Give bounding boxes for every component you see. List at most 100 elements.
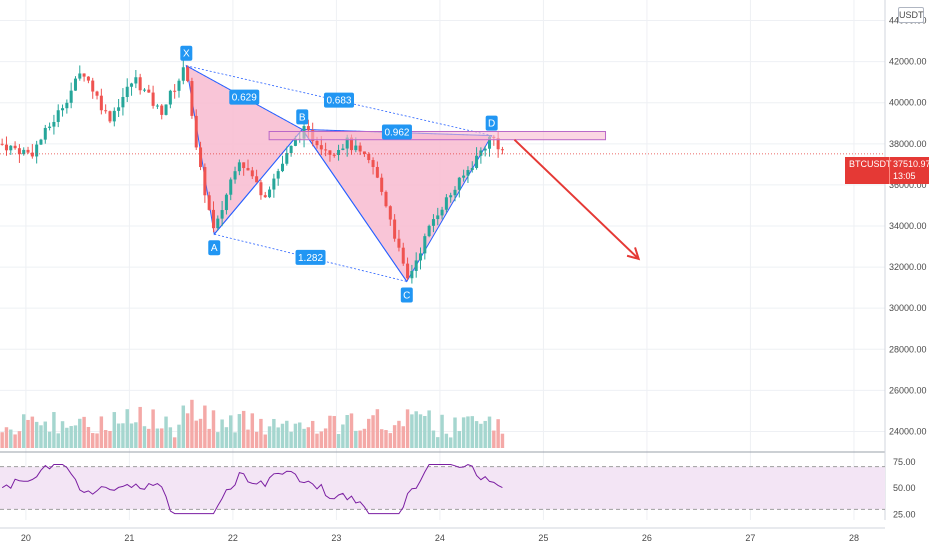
candle-body (35, 144, 39, 157)
volume-bar (56, 433, 60, 448)
ratio-label: 0.962 (384, 128, 409, 139)
volume-bar (427, 410, 431, 448)
volume-bar (13, 434, 17, 448)
candle-body (99, 95, 103, 111)
candle-body (414, 260, 418, 271)
candle-body (151, 92, 155, 106)
candle-body (142, 89, 146, 91)
volume-bar (466, 416, 470, 448)
candle-body (384, 191, 388, 207)
candle-body (160, 105, 164, 115)
candle-body (367, 153, 371, 161)
time-tick-label: 27 (745, 533, 755, 543)
overlay-layer[interactable]: X A B C D 0.629 0.683 0.962 1.282 (0, 45, 885, 303)
harmonic-pattern[interactable] (185, 64, 493, 283)
volume-bar (198, 418, 203, 448)
price-tick-label: 38000.00 (889, 139, 927, 149)
candle-body (306, 126, 310, 131)
candle-body (147, 89, 151, 93)
candle-body (181, 67, 185, 81)
volume-bar (241, 410, 246, 448)
volume-bar (43, 421, 48, 448)
candle-body (259, 182, 263, 196)
volume-bar (108, 430, 112, 448)
bar-countdown: 13:05 (893, 171, 916, 181)
candle-body (177, 80, 181, 91)
volume-bar (483, 420, 487, 448)
rsi-tick-label: 50.00 (893, 483, 916, 493)
pattern-point-badge (180, 45, 193, 61)
volume-bar (91, 433, 95, 448)
volume-bar (147, 428, 151, 448)
candle-body (475, 155, 479, 168)
grid-layer (0, 0, 886, 529)
volume-layer (0, 399, 505, 448)
price-tag-divider (889, 157, 890, 184)
pattern-point-label: C (403, 290, 410, 301)
volume-bar (82, 416, 86, 448)
volume-bar (73, 425, 78, 448)
candle-body (289, 145, 293, 154)
volume-bar (142, 426, 147, 448)
candle-body (263, 195, 267, 198)
currency-selector[interactable]: USDT (898, 7, 924, 23)
volume-bar (362, 428, 367, 448)
candle-body (104, 110, 108, 112)
price-tick-label: 24000.00 (889, 426, 927, 436)
volume-bar (453, 417, 457, 448)
candle-body (164, 104, 168, 115)
pattern-point-label: D (488, 119, 495, 130)
volume-bar (405, 409, 410, 448)
candle-body (354, 145, 358, 151)
volume-bar (39, 425, 43, 448)
candle-body (285, 153, 289, 164)
volume-bar (259, 418, 263, 448)
volume-bar (272, 418, 276, 448)
candle-body (39, 139, 43, 145)
candle-body (168, 90, 172, 105)
last-price: 37510.97 (893, 159, 931, 169)
volume-bar (112, 412, 117, 448)
candle-body (95, 91, 99, 96)
candle-body (65, 102, 69, 109)
candle-body (91, 80, 95, 92)
candle-body (444, 197, 448, 210)
candle-body (108, 111, 112, 122)
candle-body (73, 78, 77, 91)
candle-body (125, 86, 129, 97)
candle-body (4, 144, 8, 151)
candle-body (229, 179, 233, 195)
candle-body (255, 176, 259, 183)
candle-body (26, 149, 30, 153)
candle-body (242, 162, 246, 169)
volume-bar (30, 416, 35, 448)
volume-bar (397, 420, 401, 448)
volume-bar (336, 434, 341, 448)
candle-body (453, 189, 457, 196)
volume-bar (216, 432, 220, 448)
candle-body (276, 171, 280, 179)
axes-layer: 44000.0042000.0040000.0038000.0036000.00… (21, 16, 927, 543)
volume-bar (392, 425, 397, 448)
candle-body (470, 167, 474, 171)
rsi-pane (0, 464, 885, 515)
volume-bar (99, 416, 104, 448)
candle-body (324, 149, 328, 151)
candle-body (13, 145, 17, 149)
volume-bar (17, 431, 22, 448)
time-tick-label: 23 (331, 533, 341, 543)
volume-bar (444, 433, 449, 448)
candle-body (280, 163, 285, 172)
candle-body (436, 215, 440, 220)
volume-bar (470, 416, 474, 448)
time-tick-label: 21 (124, 533, 134, 543)
rsi-tick-label: 25.00 (893, 510, 916, 520)
volume-bar (267, 426, 272, 448)
candle-body (345, 137, 349, 149)
volume-bar (315, 433, 319, 448)
candle-body (423, 236, 427, 254)
candle-body (496, 138, 500, 150)
volume-bar (69, 426, 73, 448)
candle-body (155, 105, 159, 107)
